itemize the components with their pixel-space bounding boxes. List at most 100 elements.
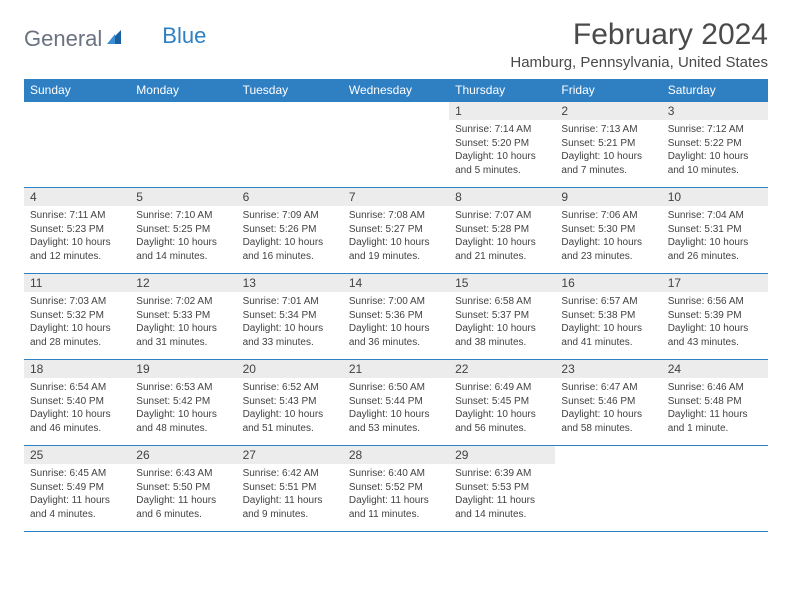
day-line: Sunset: 5:38 PM [561, 309, 655, 323]
day-cell: 23Sunrise: 6:47 AMSunset: 5:46 PMDayligh… [555, 360, 661, 446]
day-line: Sunset: 5:51 PM [243, 481, 337, 495]
day-line: Daylight: 11 hours [668, 408, 762, 422]
day-number: 1 [449, 102, 555, 120]
day-line: Sunrise: 7:00 AM [349, 295, 443, 309]
day-line: Daylight: 10 hours [349, 236, 443, 250]
day-line: Sunrise: 7:01 AM [243, 295, 337, 309]
day-line: Daylight: 10 hours [668, 150, 762, 164]
day-line: Sunrise: 7:03 AM [30, 295, 124, 309]
day-line: Sunset: 5:53 PM [455, 481, 549, 495]
week-row: 1Sunrise: 7:14 AMSunset: 5:20 PMDaylight… [24, 102, 768, 188]
day-line: Sunrise: 6:52 AM [243, 381, 337, 395]
day-cell [343, 102, 449, 188]
day-header: Tuesday [237, 79, 343, 102]
day-number: 26 [130, 446, 236, 464]
day-body: Sunrise: 7:10 AMSunset: 5:25 PMDaylight:… [130, 206, 236, 267]
day-number: 18 [24, 360, 130, 378]
day-body: Sunrise: 6:56 AMSunset: 5:39 PMDaylight:… [662, 292, 768, 353]
day-body: Sunrise: 7:03 AMSunset: 5:32 PMDaylight:… [24, 292, 130, 353]
day-line: Daylight: 11 hours [30, 494, 124, 508]
day-line: Sunset: 5:36 PM [349, 309, 443, 323]
day-line: and 46 minutes. [30, 422, 124, 436]
day-line: Sunset: 5:43 PM [243, 395, 337, 409]
day-line: Sunrise: 7:04 AM [668, 209, 762, 223]
day-line: Sunrise: 6:56 AM [668, 295, 762, 309]
day-line: Sunrise: 7:09 AM [243, 209, 337, 223]
day-line: Sunrise: 7:06 AM [561, 209, 655, 223]
day-line: Sunrise: 6:46 AM [668, 381, 762, 395]
sail-icon [105, 28, 123, 51]
day-line: Sunrise: 6:43 AM [136, 467, 230, 481]
day-cell: 11Sunrise: 7:03 AMSunset: 5:32 PMDayligh… [24, 274, 130, 360]
day-line: and 58 minutes. [561, 422, 655, 436]
day-cell: 6Sunrise: 7:09 AMSunset: 5:26 PMDaylight… [237, 188, 343, 274]
day-line: Sunrise: 6:54 AM [30, 381, 124, 395]
day-line: Sunset: 5:32 PM [30, 309, 124, 323]
day-cell: 20Sunrise: 6:52 AMSunset: 5:43 PMDayligh… [237, 360, 343, 446]
day-line: and 26 minutes. [668, 250, 762, 264]
day-line: and 36 minutes. [349, 336, 443, 350]
day-number: 24 [662, 360, 768, 378]
day-line: Daylight: 10 hours [136, 408, 230, 422]
day-line: Sunset: 5:45 PM [455, 395, 549, 409]
day-number: 15 [449, 274, 555, 292]
day-body: Sunrise: 7:04 AMSunset: 5:31 PMDaylight:… [662, 206, 768, 267]
day-line: Sunrise: 7:08 AM [349, 209, 443, 223]
day-line: Daylight: 10 hours [561, 236, 655, 250]
day-line: and 5 minutes. [455, 164, 549, 178]
calendar-table: Sunday Monday Tuesday Wednesday Thursday… [24, 79, 768, 532]
day-number: 25 [24, 446, 130, 464]
day-line: Sunrise: 6:58 AM [455, 295, 549, 309]
day-cell: 17Sunrise: 6:56 AMSunset: 5:39 PMDayligh… [662, 274, 768, 360]
day-body: Sunrise: 6:46 AMSunset: 5:48 PMDaylight:… [662, 378, 768, 439]
day-line: and 31 minutes. [136, 336, 230, 350]
day-number: 10 [662, 188, 768, 206]
day-body: Sunrise: 6:40 AMSunset: 5:52 PMDaylight:… [343, 464, 449, 525]
day-line: Daylight: 10 hours [349, 408, 443, 422]
day-line: Daylight: 10 hours [561, 322, 655, 336]
day-number: 5 [130, 188, 236, 206]
day-body: Sunrise: 6:50 AMSunset: 5:44 PMDaylight:… [343, 378, 449, 439]
day-cell: 3Sunrise: 7:12 AMSunset: 5:22 PMDaylight… [662, 102, 768, 188]
day-number: 20 [237, 360, 343, 378]
day-body: Sunrise: 6:39 AMSunset: 5:53 PMDaylight:… [449, 464, 555, 525]
day-line: and 19 minutes. [349, 250, 443, 264]
day-header: Friday [555, 79, 661, 102]
day-body: Sunrise: 7:13 AMSunset: 5:21 PMDaylight:… [555, 120, 661, 181]
day-cell: 9Sunrise: 7:06 AMSunset: 5:30 PMDaylight… [555, 188, 661, 274]
day-line: Sunrise: 7:11 AM [30, 209, 124, 223]
day-number: 28 [343, 446, 449, 464]
day-line: and 43 minutes. [668, 336, 762, 350]
day-line: Sunset: 5:44 PM [349, 395, 443, 409]
day-line: Sunrise: 6:39 AM [455, 467, 549, 481]
day-line: Sunset: 5:20 PM [455, 137, 549, 151]
day-line: and 23 minutes. [561, 250, 655, 264]
day-line: Sunset: 5:42 PM [136, 395, 230, 409]
day-line: Daylight: 10 hours [455, 408, 549, 422]
day-line: Daylight: 10 hours [455, 236, 549, 250]
day-header: Wednesday [343, 79, 449, 102]
day-cell [237, 102, 343, 188]
day-line: Sunrise: 7:10 AM [136, 209, 230, 223]
day-body: Sunrise: 7:02 AMSunset: 5:33 PMDaylight:… [130, 292, 236, 353]
day-line: and 7 minutes. [561, 164, 655, 178]
day-line: Daylight: 10 hours [30, 322, 124, 336]
day-line: Sunrise: 6:45 AM [30, 467, 124, 481]
day-line: Daylight: 10 hours [561, 150, 655, 164]
day-line: and 9 minutes. [243, 508, 337, 522]
day-line: Sunset: 5:26 PM [243, 223, 337, 237]
day-line: Sunrise: 6:42 AM [243, 467, 337, 481]
day-cell: 18Sunrise: 6:54 AMSunset: 5:40 PMDayligh… [24, 360, 130, 446]
day-cell: 14Sunrise: 7:00 AMSunset: 5:36 PMDayligh… [343, 274, 449, 360]
day-body: Sunrise: 7:07 AMSunset: 5:28 PMDaylight:… [449, 206, 555, 267]
day-line: Sunset: 5:23 PM [30, 223, 124, 237]
day-number: 13 [237, 274, 343, 292]
day-line: Daylight: 10 hours [349, 322, 443, 336]
day-number: 3 [662, 102, 768, 120]
day-body: Sunrise: 6:53 AMSunset: 5:42 PMDaylight:… [130, 378, 236, 439]
day-number: 22 [449, 360, 555, 378]
day-line: Daylight: 11 hours [243, 494, 337, 508]
day-line: and 4 minutes. [30, 508, 124, 522]
day-line: Sunset: 5:27 PM [349, 223, 443, 237]
day-number: 23 [555, 360, 661, 378]
